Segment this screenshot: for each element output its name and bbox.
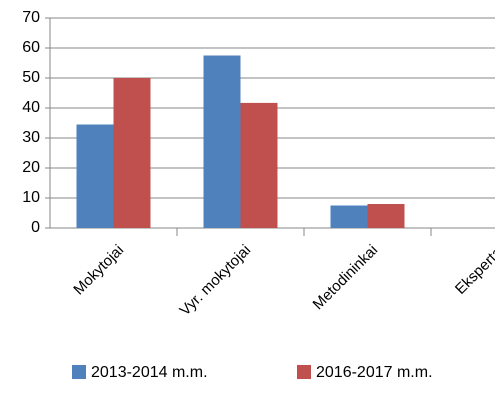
bar <box>113 78 151 228</box>
y-tick-label: 50 <box>22 69 40 86</box>
y-tick-label: 40 <box>22 99 40 116</box>
y-tick-label: 20 <box>22 159 40 176</box>
bar <box>367 204 405 228</box>
bar <box>76 124 114 228</box>
y-tick-label: 10 <box>22 189 40 206</box>
x-tick-label: Vyr. mokytojai <box>176 242 254 320</box>
legend-label: 2016-2017 m.m. <box>316 364 433 381</box>
x-tick-label: Mokytojai <box>70 242 127 299</box>
y-tick-label: 0 <box>31 219 40 236</box>
legend-label: 2013-2014 m.m. <box>91 364 208 381</box>
y-tick-label: 30 <box>22 129 40 146</box>
y-tick-label: 60 <box>22 39 40 56</box>
x-tick-label: Ekspertai <box>452 242 495 298</box>
x-tick-label: Metodininkai <box>310 242 382 314</box>
legend-swatch <box>297 365 311 379</box>
bar <box>203 55 241 228</box>
y-tick-label: 70 <box>22 9 40 26</box>
legend-swatch <box>72 365 86 379</box>
bar <box>330 205 368 228</box>
bar <box>240 102 278 228</box>
